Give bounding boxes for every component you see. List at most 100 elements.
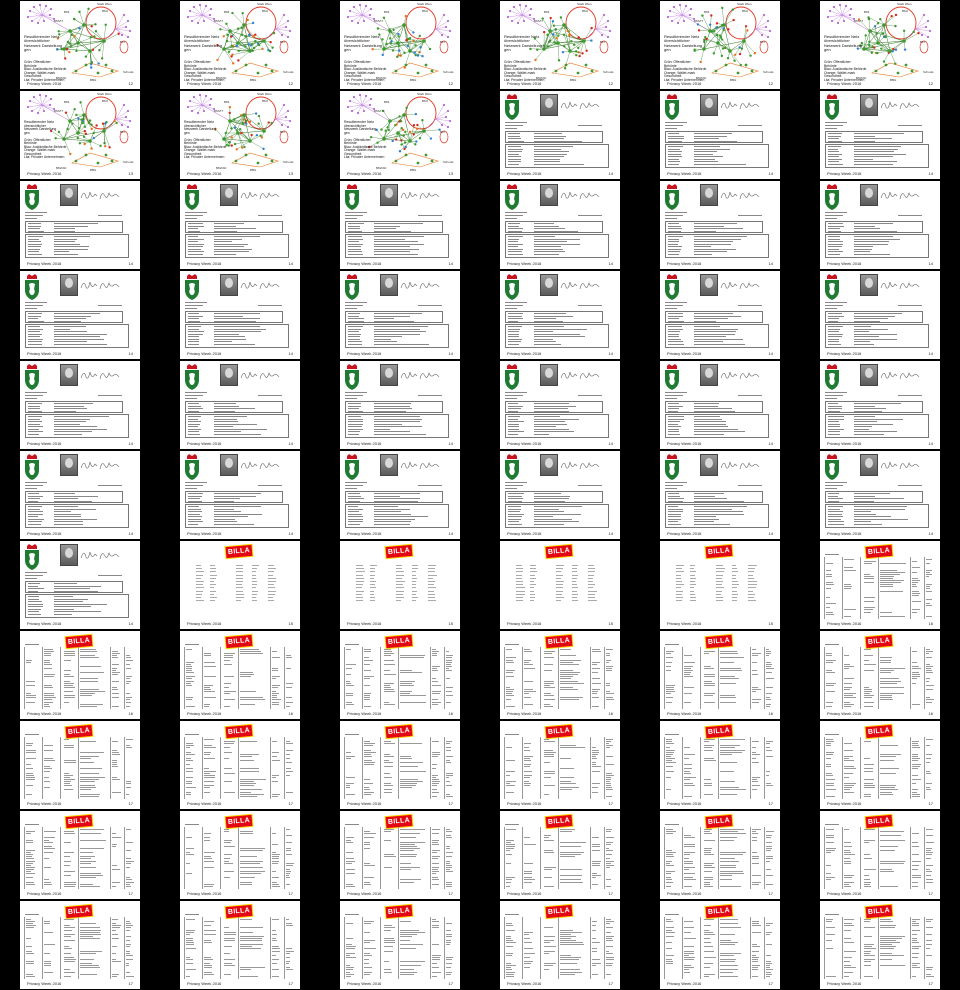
document-page[interactable]: Privacy Week 2016 14 — [340, 181, 460, 269]
document-page[interactable]: BILLA Privacy Week 2016 17 — [500, 901, 620, 989]
document-page[interactable]: BILLA Privacy Week 2016 16 — [820, 631, 940, 719]
document-page[interactable]: Privacy Week 2016 14 — [20, 271, 140, 359]
document-page[interactable]: BILLA Privacy Week 2016 17 — [180, 811, 300, 899]
document-page[interactable]: Privacy Week 2016 14 — [660, 181, 780, 269]
document-page[interactable]: BILLA Privacy Week 2016 16 — [660, 631, 780, 719]
document-page[interactable]: Stadt Wien BMI BMJ BMVIT BMASK BBG BFI Schools R… — [820, 1, 940, 89]
graph-edge — [361, 5, 367, 16]
document-page[interactable]: BILLA Privacy Week 2016 17 — [660, 901, 780, 989]
document-page[interactable]: BILLA Privacy Week 2016 17 — [820, 901, 940, 989]
text-line — [606, 667, 613, 669]
document-page[interactable]: Stadt Wien BMI BMJ BMVIT BMASK BBG BFI Schools R… — [20, 91, 140, 179]
document-page[interactable]: Privacy Week 2016 14 — [820, 361, 940, 449]
table-column-rule — [764, 827, 765, 889]
document-page[interactable]: BILLA Privacy Week 2016 16 — [340, 631, 460, 719]
document-page[interactable]: BILLA Privacy Week 2016 17 — [820, 721, 940, 809]
text-line — [912, 841, 919, 843]
document-page[interactable]: BILLA Privacy Week 2016 15 — [340, 541, 460, 629]
document-page[interactable]: Privacy Week 2016 14 — [180, 451, 300, 539]
document-page[interactable]: Privacy Week 2016 14 — [500, 451, 620, 539]
document-page[interactable]: BILLA Privacy Week 2016 16 — [820, 541, 940, 629]
document-page[interactable]: Privacy Week 2016 14 — [660, 91, 780, 179]
document-page[interactable]: Stadt Wien BMI BMJ BMVIT BMASK BBG BFI Schools R… — [180, 1, 300, 89]
document-page[interactable]: Privacy Week 2016 14 — [20, 451, 140, 539]
document-page[interactable]: Privacy Week 2016 14 — [180, 361, 300, 449]
document-page[interactable]: Stadt Wien BMI BMJ BMVIT BMASK BBG BFI Schools R… — [20, 1, 140, 89]
text-line — [880, 584, 894, 585]
document-page[interactable]: Stadt Wien BMI BMJ BMVIT BMASK BBG BFI Schools R… — [340, 91, 460, 179]
text-line — [766, 847, 772, 849]
text-line — [560, 852, 584, 853]
document-page[interactable]: Privacy Week 2016 14 — [500, 271, 620, 359]
text-line — [854, 418, 903, 420]
document-page[interactable]: Privacy Week 2016 14 — [660, 361, 780, 449]
document-page[interactable]: BILLA Privacy Week 2016 16 — [500, 631, 620, 719]
document-page[interactable]: Privacy Week 2016 14 — [820, 91, 940, 179]
document-page[interactable]: Privacy Week 2016 14 — [340, 271, 460, 359]
document-page[interactable]: Privacy Week 2016 14 — [820, 181, 940, 269]
graph-node — [416, 127, 419, 130]
text-line — [544, 684, 550, 686]
highlight-ring — [279, 40, 289, 54]
document-page[interactable]: BILLA Privacy Week 2016 17 — [660, 811, 780, 899]
document-page[interactable]: Privacy Week 2016 14 — [340, 361, 460, 449]
document-page[interactable]: BILLA Privacy Week 2016 17 — [340, 811, 460, 899]
table-column-rule — [504, 737, 505, 799]
text-line — [694, 331, 737, 332]
document-page[interactable]: BILLA Privacy Week 2016 15 — [180, 541, 300, 629]
document-page[interactable]: BILLA Privacy Week 2016 17 — [340, 721, 460, 809]
graph-hub — [82, 113, 86, 117]
document-page[interactable]: BILLA Privacy Week 2016 17 — [500, 811, 620, 899]
document-page[interactable]: Privacy Week 2016 14 — [500, 361, 620, 449]
document-page[interactable]: Privacy Week 2016 14 — [180, 181, 300, 269]
text-line — [828, 418, 844, 420]
text-line — [348, 523, 361, 525]
document-page[interactable]: Stadt Wien BMI BMJ BMVIT BMASK BBG BFI Schools R… — [500, 1, 620, 89]
document-page[interactable]: BILLA Privacy Week 2016 17 — [20, 901, 140, 989]
text-line — [508, 428, 520, 430]
document-page[interactable]: BILLA Privacy Week 2016 17 — [500, 721, 620, 809]
document-page[interactable]: Privacy Week 2016 14 — [180, 271, 300, 359]
document-page[interactable]: Stadt Wien BMI BMJ BMVIT BMASK BBG BFI Schools R… — [660, 1, 780, 89]
text-line — [766, 961, 772, 962]
text-line — [864, 764, 874, 765]
document-page[interactable]: Privacy Week 2016 14 — [820, 451, 940, 539]
document-page[interactable]: Privacy Week 2016 14 — [500, 181, 620, 269]
document-page[interactable]: Privacy Week 2016 14 — [820, 271, 940, 359]
graph-node — [286, 19, 290, 23]
document-page[interactable]: BILLA Privacy Week 2016 15 — [500, 541, 620, 629]
text-line — [524, 781, 530, 782]
document-page[interactable]: BILLA Privacy Week 2016 15 — [660, 541, 780, 629]
document-page[interactable]: Privacy Week 2016 14 — [20, 181, 140, 269]
table-column-rule — [910, 827, 911, 889]
text-line — [370, 593, 375, 595]
text-line — [364, 791, 374, 792]
document-page[interactable]: Privacy Week 2016 14 — [20, 361, 140, 449]
document-page[interactable]: Privacy Week 2016 14 — [500, 91, 620, 179]
graph-node — [448, 119, 452, 123]
document-page[interactable]: Stadt Wien BMI BMJ BMVIT BMASK BBG BFI Schools R… — [180, 91, 300, 179]
text-line — [506, 885, 511, 887]
document-page[interactable]: Stadt Wien BMI BMJ BMVIT BMASK BBG BFI Schools R… — [340, 1, 460, 89]
text-line — [204, 686, 210, 688]
graph-node — [926, 19, 930, 23]
document-page[interactable]: BILLA Privacy Week 2016 17 — [20, 721, 140, 809]
signature — [880, 191, 920, 200]
document-page[interactable]: BILLA Privacy Week 2016 16 — [20, 631, 140, 719]
text-line — [252, 590, 259, 592]
document-page[interactable]: BILLA Privacy Week 2016 17 — [180, 721, 300, 809]
document-page[interactable]: Privacy Week 2016 14 — [20, 541, 140, 629]
document-page[interactable]: BILLA Privacy Week 2016 17 — [820, 811, 940, 899]
document-page[interactable]: BILLA Privacy Week 2016 16 — [180, 631, 300, 719]
document-page[interactable]: BILLA Privacy Week 2016 17 — [660, 721, 780, 809]
document-page[interactable]: Privacy Week 2016 14 — [660, 451, 780, 539]
document-page[interactable]: BILLA Privacy Week 2016 17 — [340, 901, 460, 989]
document-page[interactable]: BILLA Privacy Week 2016 17 — [20, 811, 140, 899]
text-line — [748, 584, 757, 585]
document-page[interactable]: Privacy Week 2016 14 — [660, 271, 780, 359]
document-page[interactable]: Privacy Week 2016 14 — [340, 451, 460, 539]
text-line — [524, 770, 533, 771]
document-page[interactable]: BILLA Privacy Week 2016 17 — [180, 901, 300, 989]
text-line — [508, 230, 522, 232]
text-line — [204, 839, 210, 840]
